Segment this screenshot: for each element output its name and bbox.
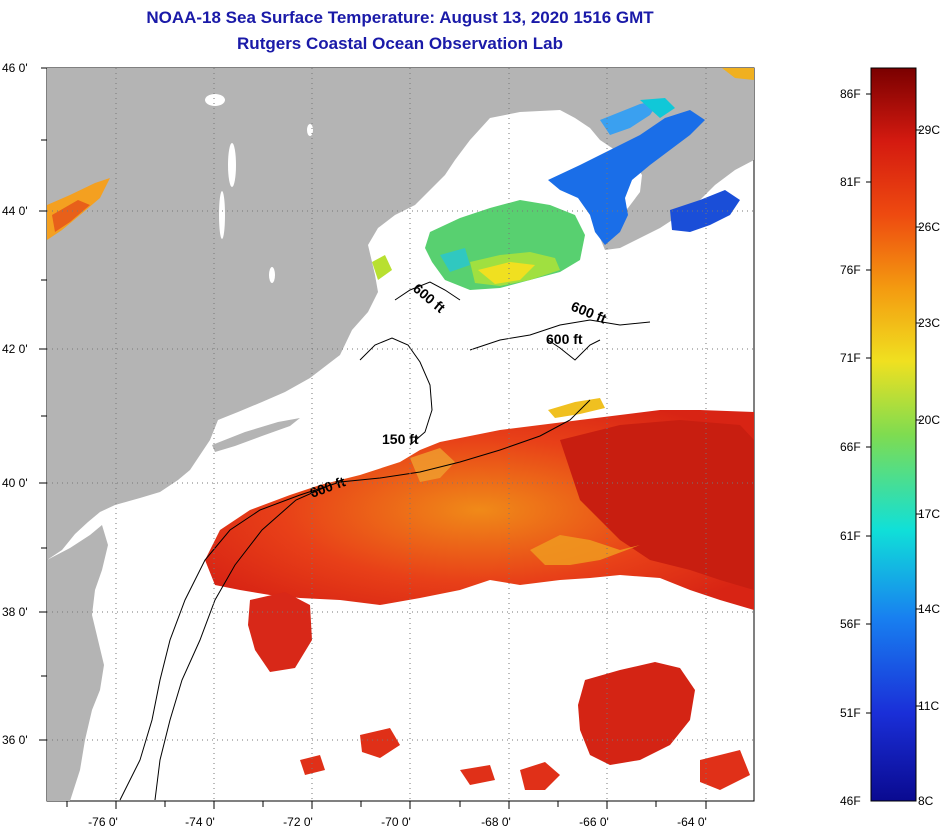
colorbar-f-label: 61F <box>840 529 861 543</box>
map-subtitle: Rutgers Coastal Ocean Observation Lab <box>237 34 563 53</box>
lake <box>307 124 313 136</box>
lat-label: 44 0' <box>2 204 28 218</box>
colorbar-f-label: 86F <box>840 87 861 101</box>
colorbar <box>870 67 917 802</box>
sst-patch-small <box>300 755 325 775</box>
sst-warm-corner <box>722 68 754 80</box>
lon-label: -76 0' <box>88 815 118 829</box>
contour-label: 150 ft <box>382 431 419 447</box>
sst-cool-patch <box>600 100 660 135</box>
sst-patch-small <box>700 750 750 790</box>
sst-warm-eddy <box>410 448 455 482</box>
colorbar-f-label: 51F <box>840 706 861 720</box>
land-long-island <box>212 418 300 452</box>
colorbar-c-label: 8C <box>918 794 934 808</box>
lat-label: 38 0' <box>2 605 28 619</box>
lat-label: 40 0' <box>2 476 28 490</box>
sst-southern-patch <box>248 592 312 672</box>
sst-gulf-stream-hot <box>560 420 754 590</box>
colorbar-c-label: 26C <box>918 220 941 234</box>
colorbar-c-label: 20C <box>918 413 941 427</box>
lon-label: -66 0' <box>579 815 609 829</box>
sst-southeast-patch <box>578 662 695 765</box>
lake <box>205 94 225 106</box>
colorbar-c-label: 23C <box>918 316 941 330</box>
graticule <box>47 68 754 801</box>
lake <box>269 267 275 283</box>
colorbar-f-label: 71F <box>840 351 861 365</box>
sst-cyan-patch <box>640 98 675 118</box>
land-mid-atlantic <box>47 525 108 801</box>
lat-label: 36 0' <box>2 733 28 747</box>
map-title: NOAA-18 Sea Surface Temperature: August … <box>146 8 654 27</box>
sst-patch-small <box>520 762 560 790</box>
lon-label: -72 0' <box>283 815 313 829</box>
lon-label: -68 0' <box>481 815 511 829</box>
sst-lake-ontario-warm <box>52 200 90 232</box>
colorbar-f-label: 76F <box>840 263 861 277</box>
sst-coast-patch <box>372 255 392 280</box>
sst-bay-of-fundy <box>548 110 705 245</box>
colorbar-ticks <box>866 93 921 714</box>
colorbar-c-label: 14C <box>918 602 941 616</box>
lon-label: -74 0' <box>185 815 215 829</box>
lon-label: -64 0' <box>677 815 707 829</box>
sst-warm-filament <box>530 535 640 565</box>
colorbar-f-label: 66F <box>840 440 861 454</box>
colorbar-c-label: 17C <box>918 507 941 521</box>
lat-label: 42 0' <box>2 342 28 356</box>
lake <box>219 191 225 239</box>
contour-label: 600 ft <box>546 331 583 347</box>
colorbar-c-label: 29C <box>918 123 941 137</box>
colorbar-f-label: 81F <box>840 175 861 189</box>
bathymetry-contours <box>119 281 651 801</box>
lat-label: 46 0' <box>2 61 28 75</box>
sst-georges-edge <box>548 398 605 418</box>
colorbar-c-label: 11C <box>918 699 940 713</box>
sst-gulf-of-maine-warm <box>478 262 535 284</box>
colorbar-f-label: 56F <box>840 617 861 631</box>
sst-patch-small <box>360 728 400 758</box>
lake <box>228 143 236 187</box>
land-us-northeast <box>47 68 560 560</box>
lon-label: -70 0' <box>381 815 411 829</box>
tick-marks <box>39 67 707 809</box>
sst-gulf-of-maine-cyan <box>440 248 470 272</box>
sst-scotian-shelf <box>670 190 740 232</box>
sst-patch-small <box>460 765 495 785</box>
colorbar-f-label: 46F <box>840 794 861 808</box>
